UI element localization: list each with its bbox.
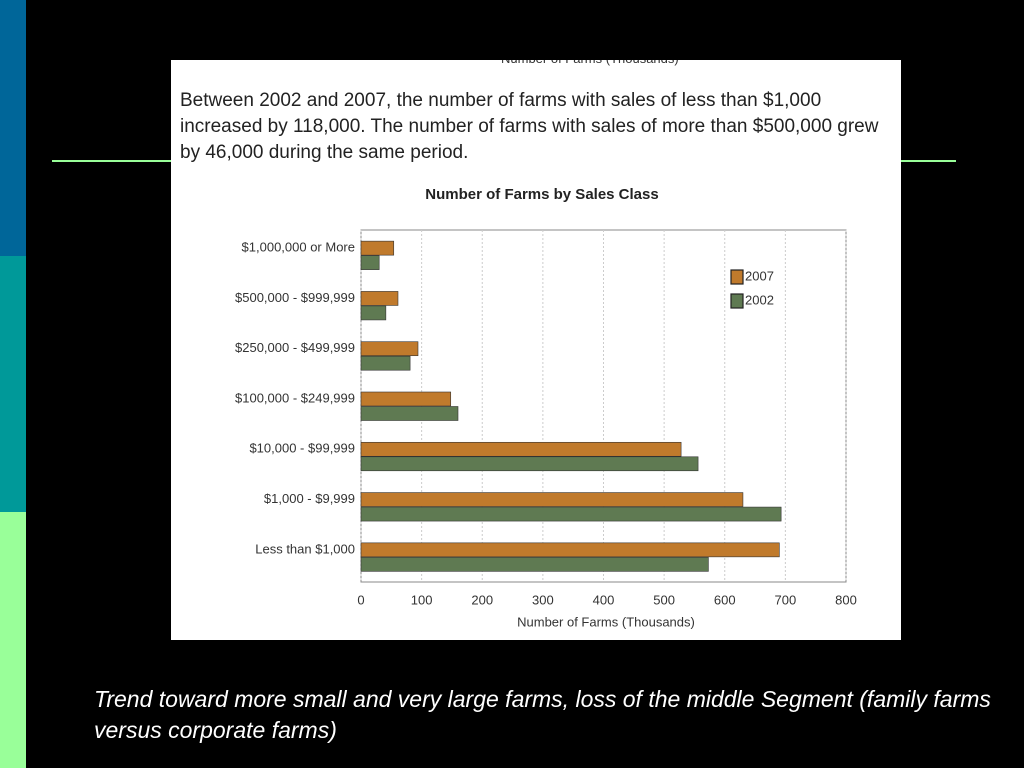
y-tick-label: $100,000 - $249,999 [235, 390, 355, 405]
stripe [0, 512, 26, 768]
clipped-label: Number of Farms (Thousands) [501, 60, 679, 66]
stripe [0, 256, 26, 512]
summary-text: Between 2002 and 2007, the number of far… [180, 90, 879, 163]
bar [360, 291, 399, 306]
x-tick-label: 200 [471, 592, 493, 607]
x-tick-label: 800 [835, 592, 857, 607]
x-tick-label: 500 [653, 592, 675, 607]
x-axis-label: Number of Farms (Thousands) [517, 614, 695, 629]
stripe [0, 0, 26, 256]
x-tick-label: 400 [593, 592, 615, 607]
bar [360, 441, 682, 457]
y-tick-label: $1,000,000 or More [242, 240, 355, 255]
x-tick-label: 300 [532, 592, 554, 607]
bar [360, 506, 782, 522]
legend-swatch [730, 269, 744, 285]
bar [360, 341, 419, 357]
bar [360, 255, 380, 270]
legend-label: 2007 [745, 268, 774, 283]
legend-label: 2002 [745, 292, 774, 307]
bar [360, 305, 387, 321]
x-tick-label: 100 [411, 592, 433, 607]
y-tick-label: $500,000 - $999,999 [235, 290, 355, 305]
bar [360, 492, 744, 507]
bar [360, 355, 411, 371]
bar [360, 456, 699, 472]
x-tick-label: 0 [357, 592, 364, 607]
bar [360, 557, 709, 572]
chart-title: Number of Farms by Sales Class [425, 186, 658, 203]
x-tick-label: 600 [714, 592, 736, 607]
chart-image: Number of Farms (Thousands) Between 2002… [171, 60, 901, 640]
bar [360, 391, 452, 407]
y-tick-label: $1,000 - $9,999 [264, 491, 355, 506]
bar [360, 542, 780, 558]
y-tick-label: $10,000 - $99,999 [249, 441, 355, 456]
chart: Number of Farms by Sales Class Number of… [235, 186, 857, 629]
x-tick-label: 700 [775, 592, 797, 607]
bar [360, 406, 459, 421]
legend-swatch [730, 293, 744, 309]
y-tick-label: $250,000 - $499,999 [235, 340, 355, 355]
bar [360, 240, 395, 256]
y-tick-label: Less than $1,000 [255, 541, 355, 556]
caption: Trend toward more small and very large f… [94, 686, 991, 743]
